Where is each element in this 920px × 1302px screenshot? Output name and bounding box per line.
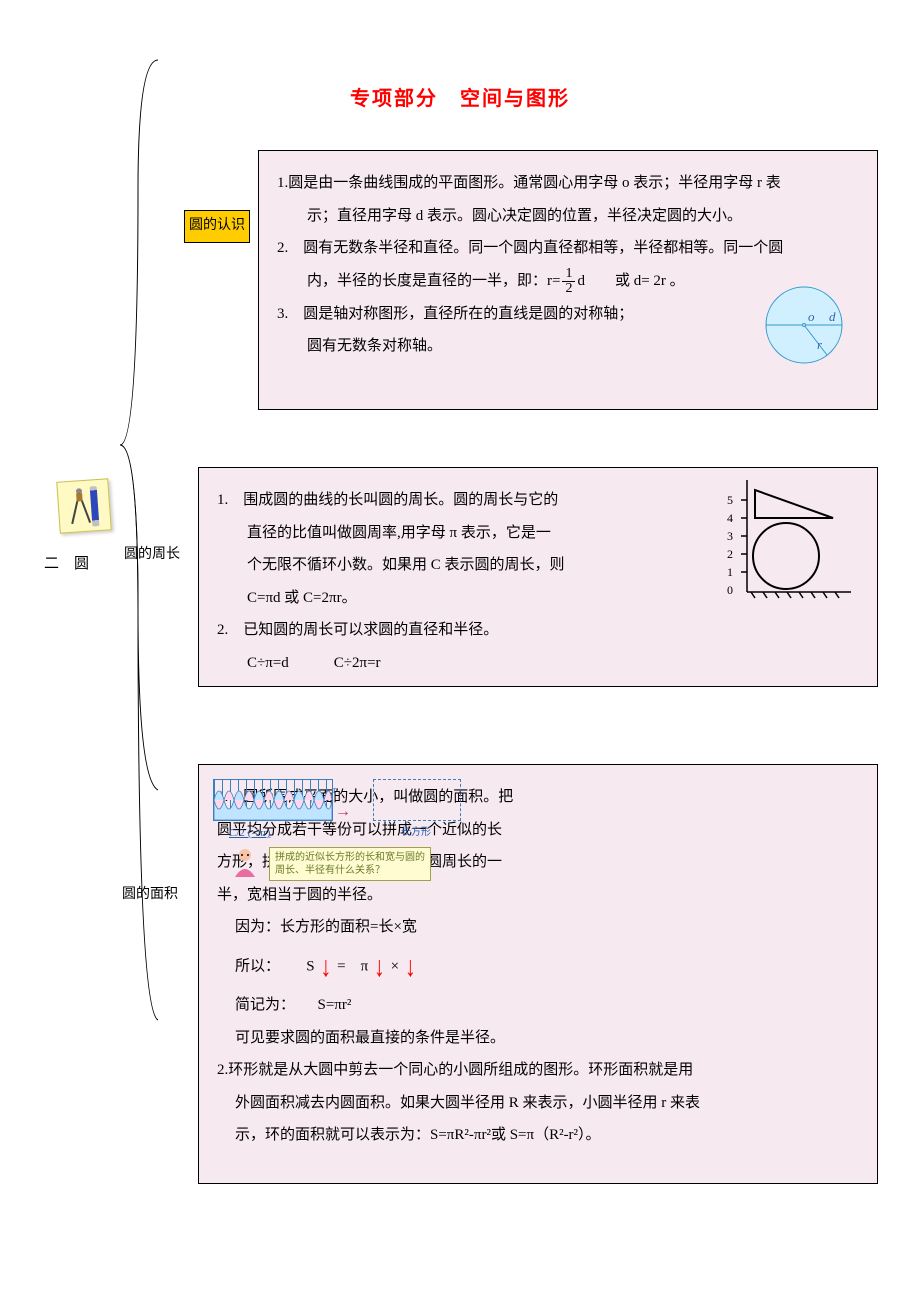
p3-m2b: S	[306, 958, 314, 974]
document-page: 专项部分 空间与图形 二 圆 圆的认识 圆的周长 圆的面积 1.圆是由一条曲线围…	[0, 0, 920, 182]
p1-l2b-post: d 或 d= 2r 。	[577, 273, 684, 289]
section-label-3: 圆的面积	[118, 880, 182, 911]
area-diagram: r → C/2 (=πr) 长方形 拼成的近似长方形的长和宽与圆的周长、半径有什…	[213, 779, 461, 889]
svg-text:0: 0	[727, 583, 733, 597]
svg-text:d: d	[829, 309, 836, 324]
svg-text:3: 3	[727, 529, 733, 543]
ruler-diagram: 5 4 3 2 1 0	[721, 480, 851, 600]
area-diagram-rectangle	[373, 779, 461, 821]
sticky-note-icon	[58, 480, 114, 536]
svg-text:1: 1	[727, 565, 733, 579]
area-diagram-wave-rect	[213, 779, 333, 821]
down-arrow-icon: ↓	[320, 939, 331, 993]
p3-m2a: 所以：	[235, 958, 280, 974]
panel-recognition: 1.圆是由一条曲线围成的平面图形。通常圆心用字母 o 表示；半径用字母 r 表 …	[258, 150, 878, 410]
child-icon	[231, 847, 259, 877]
svg-text:4: 4	[727, 511, 733, 525]
p3-m2d: ×	[391, 958, 399, 974]
p3-m1: 因为：长方形的面积=长×宽	[217, 913, 859, 942]
pen-icon	[90, 486, 100, 526]
down-arrow-icon: ↓	[405, 939, 416, 993]
root-label: 二 圆	[44, 550, 89, 579]
panel-area: r → C/2 (=πr) 长方形 拼成的近似长方形的长和宽与圆的周长、半径有什…	[198, 764, 878, 1184]
p3-b1: 2.环形就是从大圆中剪去一个同心的小圆所组成的图形。环形面积就是用	[217, 1056, 859, 1085]
area-diagram-rect-label: 长方形	[401, 823, 431, 842]
p3-m4: 可见要求圆的面积最直接的条件是半径。	[217, 1024, 859, 1053]
p2-l5: 2. 已知圆的周长可以求圆的直径和半径。	[217, 616, 859, 645]
p2-l6: C÷π=d C÷2π=r	[217, 649, 859, 678]
panel-circumference: 1. 围成圆的曲线的长叫圆的周长。圆的周长与它的 直径的比值叫做圆周率,用字母 …	[198, 467, 878, 687]
transform-arrow-icon: →	[335, 797, 351, 827]
p1-l2b-pre: 内，半径的长度是直径的一半，即：r=	[307, 273, 560, 289]
p3-m3: 简记为： S=πr²	[217, 991, 859, 1020]
p3-b3: 示，环的面积就可以表示为：S=πR²-πr²或 S=π（R²-r²）。	[217, 1121, 859, 1150]
p3-b2: 外圆面积减去内圆面积。如果大圆半径用 R 来表示，小圆半径用 r 来表	[217, 1089, 859, 1118]
svg-text:5: 5	[727, 493, 733, 507]
svg-text:o: o	[808, 309, 815, 324]
svg-text:2: 2	[727, 547, 733, 561]
area-diagram-c-label: C/2 (=πr)	[229, 823, 270, 844]
section-label-2: 圆的周长	[120, 540, 184, 571]
left-column: 二 圆	[30, 180, 160, 1180]
speech-bubble: 拼成的近似长方形的长和宽与圆的周长、半径有什么关系？	[269, 847, 431, 881]
p3-m2c: = π	[337, 958, 368, 974]
down-arrow-icon: ↓	[374, 939, 385, 993]
p1-line1: 1.圆是由一条曲线围成的平面图形。通常圆心用字母 o 表示；半径用字母 r 表	[277, 169, 859, 198]
circle-diagram: o d r	[759, 275, 859, 375]
p3-m2: 所以： S ↓ = π ↓ × ↓	[217, 946, 859, 988]
p1-line1b: 示；直径用字母 d 表示。圆心决定圆的位置，半径决定圆的大小。	[277, 202, 859, 231]
fraction-half: 12	[562, 267, 575, 296]
p1-line2: 2. 圆有无数条半径和直径。同一个圆内直径都相等，半径都相等。同一个圆	[277, 234, 859, 263]
section-label-1: 圆的认识	[184, 210, 250, 243]
